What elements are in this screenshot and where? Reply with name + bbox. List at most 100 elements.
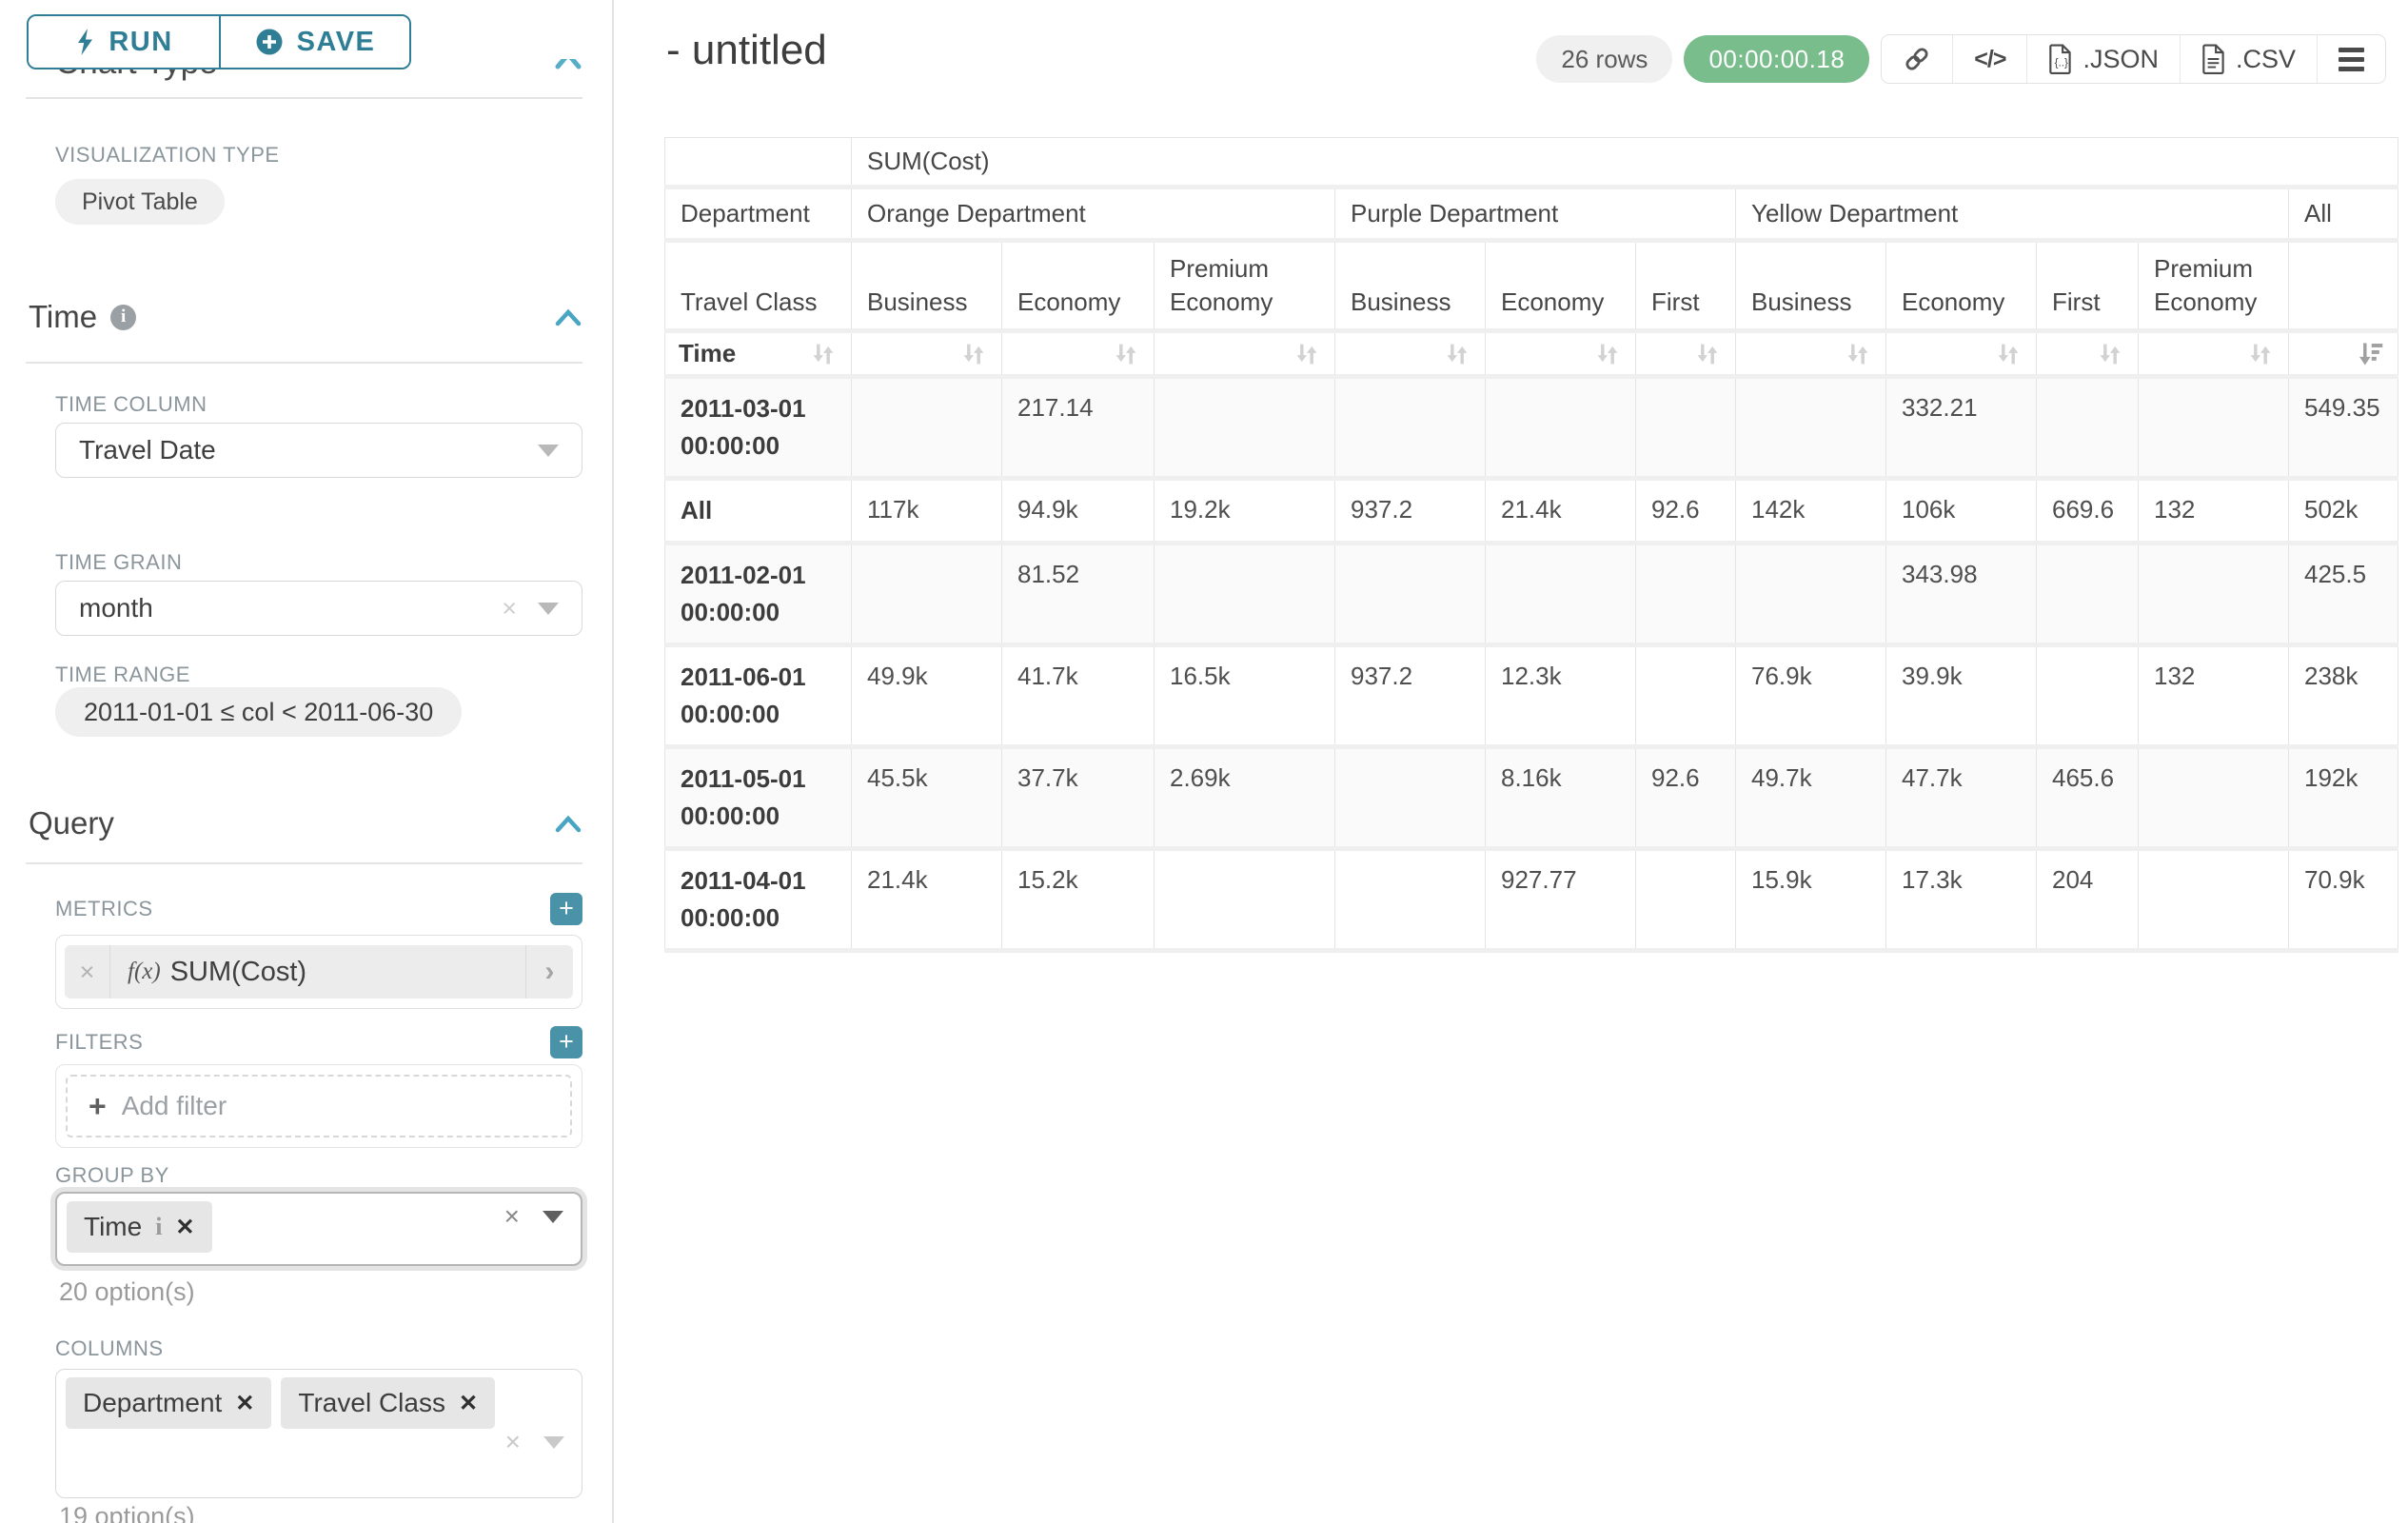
query-timer-badge: 00:00:00.18 xyxy=(1684,35,1870,83)
remove-metric-icon[interactable]: × xyxy=(65,945,110,999)
run-button[interactable]: RUN xyxy=(29,16,219,68)
query-section-title: Query xyxy=(29,805,114,841)
data-cell xyxy=(2036,644,2139,750)
data-cell xyxy=(1334,543,1486,648)
export-toolbar: </> {..} .JSON .CSV xyxy=(1881,34,2386,84)
filters-field-row: FILTERS + xyxy=(55,1026,582,1058)
divider xyxy=(26,362,582,364)
clear-icon[interactable]: × xyxy=(502,593,517,623)
selected-option-pill[interactable]: Travel Class ✕ xyxy=(281,1377,496,1429)
sort-icon xyxy=(2250,344,2271,365)
export-json-button[interactable]: {..} .JSON xyxy=(2026,35,2180,83)
export-csv-button[interactable]: .CSV xyxy=(2179,35,2317,83)
data-cell: 16.5k xyxy=(1154,644,1335,750)
plus-circle-icon xyxy=(256,29,283,55)
data-cell xyxy=(2036,376,2139,482)
clear-icon[interactable]: × xyxy=(504,1427,521,1456)
chevron-down-icon xyxy=(538,444,559,457)
data-cell: 332.21 xyxy=(1885,376,2037,482)
selected-option-pill[interactable]: Department ✕ xyxy=(66,1377,272,1429)
data-cell: 217.14 xyxy=(1001,376,1155,482)
link-icon xyxy=(1905,48,1928,70)
filters-control: + Add filter xyxy=(55,1064,582,1148)
rows-count-badge: 26 rows xyxy=(1536,35,1673,83)
sort-header[interactable] xyxy=(1334,330,1486,380)
group-by-label: GROUP BY xyxy=(55,1163,169,1187)
data-cell: 92.6 xyxy=(1635,478,1736,546)
row-label: 2011-02-01 00:00:00 xyxy=(664,543,852,648)
visualization-type-value[interactable]: Pivot Table xyxy=(55,179,225,225)
row-label: 2011-03-01 00:00:00 xyxy=(664,376,852,482)
sort-header[interactable] xyxy=(2138,330,2289,380)
remove-pill-icon[interactable]: ✕ xyxy=(235,1390,255,1416)
sort-header[interactable] xyxy=(1154,330,1335,380)
time-range-value[interactable]: 2011-01-01 ≤ col < 2011-06-30 xyxy=(55,687,463,737)
menu-icon xyxy=(2339,47,2364,71)
add-metric-button[interactable]: + xyxy=(550,893,582,925)
sort-header[interactable] xyxy=(2288,330,2398,380)
time-column-select[interactable]: Travel Date xyxy=(55,423,582,478)
column-header: First xyxy=(2036,240,2139,334)
query-collapse-chevron-icon[interactable] xyxy=(554,805,582,841)
data-cell xyxy=(1485,376,1636,482)
selected-option-pill[interactable]: Time i ✕ xyxy=(67,1201,212,1253)
chart-header-actions: 26 rows 00:00:00.18 </> {..} .JSON .CSV xyxy=(1536,34,2386,84)
data-cell: 465.6 xyxy=(2036,746,2139,852)
data-cell xyxy=(851,543,1002,648)
pivot-corner-cell xyxy=(664,137,852,189)
clear-icon[interactable]: × xyxy=(503,1201,520,1231)
chart-type-collapse-chevron-icon[interactable] xyxy=(555,59,582,71)
data-cell xyxy=(2138,543,2289,648)
expand-metric-chevron-icon[interactable]: › xyxy=(525,945,573,999)
sort-header[interactable] xyxy=(1885,330,2037,380)
data-cell: 92.6 xyxy=(1635,746,1736,852)
sort-header[interactable] xyxy=(1001,330,1155,380)
columns-select[interactable]: Department ✕ Travel Class ✕ × xyxy=(55,1369,582,1498)
share-link-button[interactable] xyxy=(1882,35,1953,83)
sort-header[interactable] xyxy=(1735,330,1886,380)
sort-header[interactable] xyxy=(851,330,1002,380)
time-range-label: TIME RANGE xyxy=(55,663,190,686)
column-header xyxy=(2288,240,2398,334)
controls-sidebar: Chart Type RUN SAVE VISUALIZATION TYPE P… xyxy=(0,0,614,1523)
svg-text:{..}: {..} xyxy=(2055,56,2068,69)
menu-button[interactable] xyxy=(2317,35,2385,83)
data-cell: 45.5k xyxy=(851,746,1002,852)
data-cell xyxy=(2036,543,2139,648)
column-header: Business xyxy=(851,240,1002,334)
filters-label: FILTERS xyxy=(55,1030,144,1054)
metrics-control: × f(x) SUM(Cost) › xyxy=(55,935,582,1009)
data-cell: 502k xyxy=(2288,478,2398,546)
metric-name: SUM(Cost) xyxy=(169,956,307,987)
data-cell xyxy=(1154,848,1335,954)
data-cell: 19.2k xyxy=(1154,478,1335,546)
add-filter-button[interactable]: + xyxy=(550,1026,582,1058)
sort-header[interactable]: Time xyxy=(664,330,852,380)
remove-pill-icon[interactable]: ✕ xyxy=(458,1390,479,1416)
row-label: All xyxy=(664,478,852,546)
sort-header[interactable] xyxy=(1635,330,1736,380)
group-by-select[interactable]: Time i ✕ × xyxy=(55,1192,582,1266)
remove-pill-icon[interactable]: ✕ xyxy=(175,1214,195,1240)
time-section-title: Time xyxy=(29,299,98,334)
metric-pill[interactable]: × f(x) SUM(Cost) › xyxy=(65,945,573,999)
sort-header[interactable] xyxy=(2036,330,2139,380)
csv-file-icon xyxy=(2202,44,2224,74)
export-json-label: .JSON xyxy=(2082,44,2159,73)
run-button-label: RUN xyxy=(109,26,173,57)
time-grain-value: month xyxy=(79,593,153,623)
lightning-bolt-icon xyxy=(78,29,93,55)
view-query-button[interactable]: </> xyxy=(1952,35,2027,83)
add-filter-dropzone[interactable]: + Add filter xyxy=(66,1075,572,1137)
chart-title: - untitled xyxy=(666,27,827,73)
column-group-header: Orange Department xyxy=(851,187,1335,243)
time-grain-select[interactable]: month × xyxy=(55,581,582,636)
data-cell xyxy=(1735,376,1886,482)
time-collapse-chevron-icon[interactable] xyxy=(554,299,582,335)
column-group-header: All xyxy=(2288,187,2398,243)
sort-icon xyxy=(1597,344,1618,365)
save-button[interactable]: SAVE xyxy=(219,16,409,68)
sort-header[interactable] xyxy=(1485,330,1636,380)
data-cell: 94.9k xyxy=(1001,478,1155,546)
data-cell: 343.98 xyxy=(1885,543,2037,648)
